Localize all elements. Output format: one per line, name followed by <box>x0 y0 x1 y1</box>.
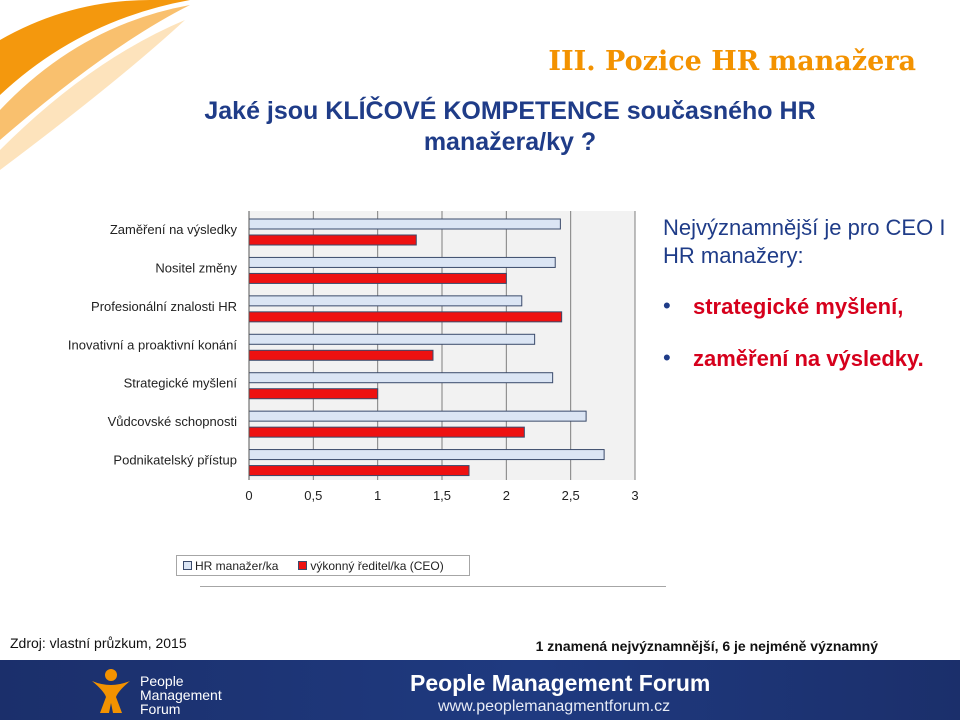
key-finding-text: strategické myšlení, <box>693 294 904 319</box>
key-finding-heading: Nejvýznamnější je pro CEO I HR manažery: <box>663 215 946 268</box>
bullet-icon: • <box>663 345 671 370</box>
bar-ceo <box>248 426 525 438</box>
decorative-swoosh <box>0 0 190 170</box>
logo-line: Forum <box>140 701 181 717</box>
key-finding-panel: Nejvýznamnější je pro CEO I HR manažery:… <box>663 214 953 398</box>
bar-ceo <box>248 272 507 284</box>
bar-hr <box>248 449 605 461</box>
x-tick-label: 2 <box>503 488 510 503</box>
footer-url-link[interactable]: www.peoplemanagmentforum.cz <box>438 698 671 715</box>
bar-hr <box>248 372 554 384</box>
x-tick-label: 2,5 <box>562 488 580 503</box>
legend-item-hr: HR manažer/ka <box>183 559 278 573</box>
bar-hr <box>248 256 556 268</box>
bar-hr <box>248 410 587 422</box>
bullet-icon: • <box>663 293 671 318</box>
key-finding-item: • zaměření na výsledky. <box>663 345 953 371</box>
key-finding-list: • strategické myšlení, • zaměření na výs… <box>663 293 953 371</box>
category-label: Strategické myšlení <box>124 376 238 391</box>
x-tick-label: 1,5 <box>433 488 451 503</box>
category-label: Vůdcovské schopnosti <box>108 414 237 429</box>
bar-hr <box>248 295 523 307</box>
section-title: III. Pozice HR manažera <box>548 46 916 77</box>
legend-swatch-ceo <box>298 561 308 570</box>
legend-swatch-hr <box>183 561 192 570</box>
chart-legend: HR manažer/ka výkonný ředitel/ka (CEO) <box>176 555 470 576</box>
category-label: Nositel změny <box>155 260 237 275</box>
logo-line: Management <box>140 687 222 703</box>
x-tick-label: 0,5 <box>304 488 322 503</box>
legend-label-ceo: výkonný ředitel/ka (CEO) <box>310 558 444 573</box>
x-tick-label: 3 <box>631 488 638 503</box>
slide-question: Jaké jsou KLÍČOVÉ KOMPETENCE současného … <box>204 97 816 156</box>
bar-hr <box>248 218 561 230</box>
x-tick-label: 1 <box>374 488 381 503</box>
source-note: Zdroj: vlastní průzkum, 2015 <box>10 635 187 651</box>
footer-logo-text: People Management Forum <box>140 674 222 716</box>
key-finding-item: • strategické myšlení, <box>663 293 953 319</box>
category-label: Zaměření na výsledky <box>110 222 238 237</box>
people-figure-logo-icon <box>92 669 130 713</box>
logo-line: People <box>140 673 184 689</box>
bar-ceo <box>248 234 417 246</box>
legend-item-ceo: výkonný ředitel/ka (CEO) <box>298 558 444 573</box>
footer-bar: People Management Forum People Managemen… <box>0 660 960 720</box>
bar-hr <box>248 333 536 345</box>
bar-ceo <box>248 465 470 477</box>
competence-bar-chart: 0 0,5 1 1,5 2 2,5 3 Zaměření na výsledky Nositel… <box>68 211 639 503</box>
category-label: Profesionální znalosti HR <box>91 299 237 314</box>
category-label: Podnikatelský přístup <box>113 453 237 468</box>
scale-note: 1 znamená nejvýznamnější, 6 je nejméně v… <box>535 638 878 654</box>
legend-label-hr: HR manažer/ka <box>195 558 279 573</box>
bar-ceo <box>248 388 379 400</box>
footer-brand: People Management Forum <box>410 670 711 696</box>
x-tick-label: 0 <box>245 488 252 503</box>
category-label: Inovativní a proaktivní konání <box>68 337 237 352</box>
key-finding-text: zaměření na výsledky. <box>693 346 924 371</box>
bar-ceo <box>248 349 434 361</box>
legend-divider <box>200 586 666 587</box>
bar-ceo <box>248 311 563 323</box>
